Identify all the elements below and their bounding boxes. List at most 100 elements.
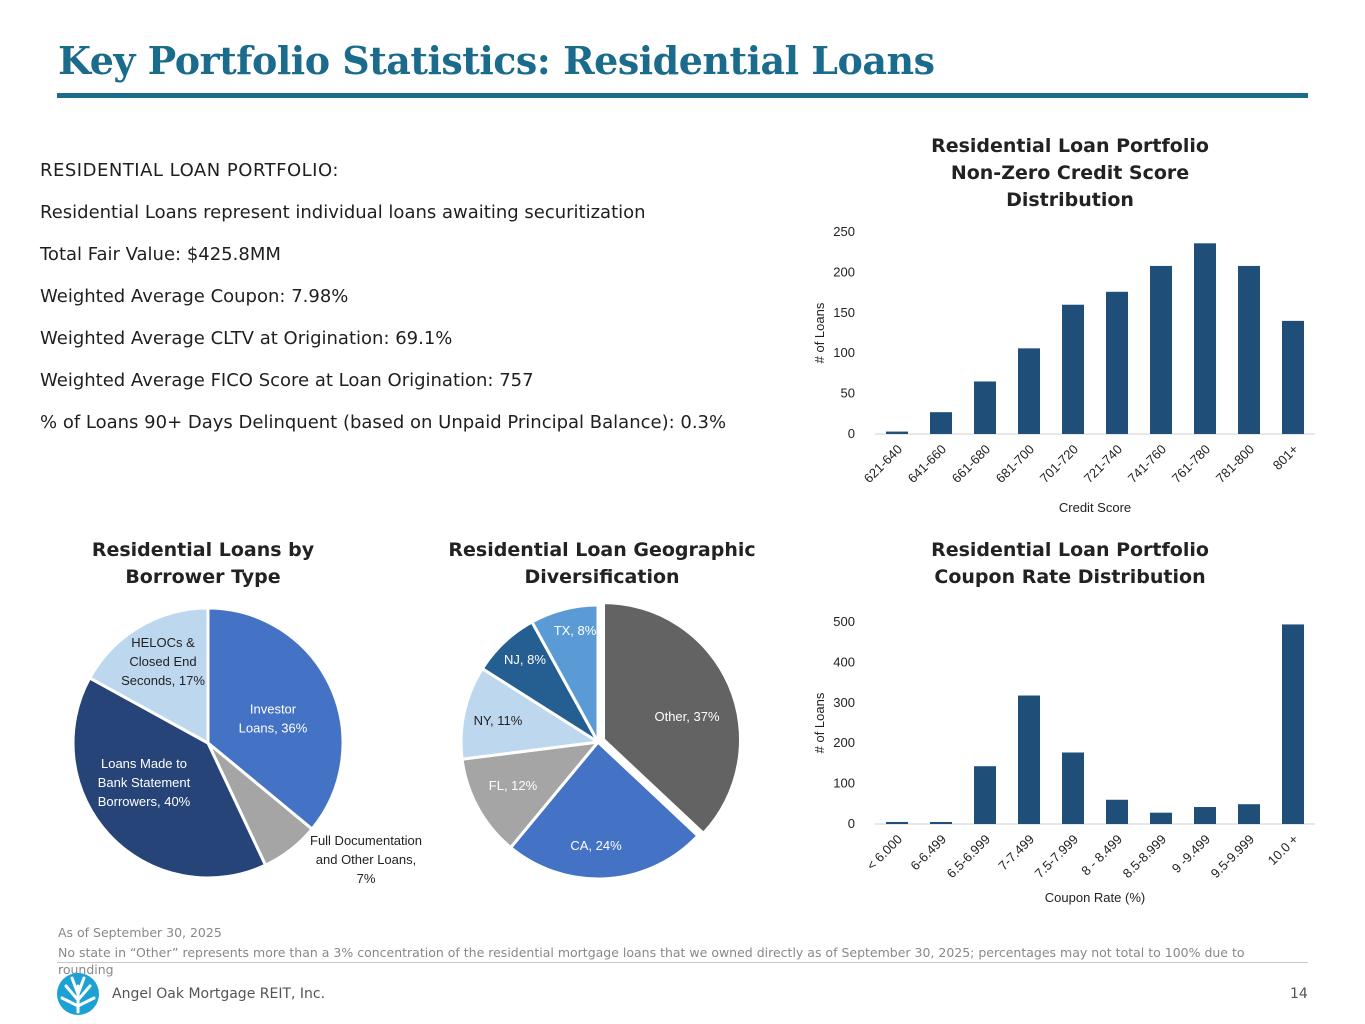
credit-x-tick-label: 641-660 — [905, 442, 949, 486]
credit-title-line: Residential Loan Portfolio — [931, 135, 1209, 157]
credit-x-tick-label: 741-760 — [1125, 442, 1169, 486]
angel-oak-logo-icon — [57, 973, 99, 1015]
geo-slice — [529, 603, 600, 743]
geo-slice-label: NJ, 8% — [504, 652, 546, 667]
coupon-bar — [930, 821, 952, 824]
coupon-x-tick-label: 9 -9.499 — [1169, 832, 1213, 876]
stat-line: Total Fair Value: $425.8MM — [40, 244, 281, 265]
geo-slice-label: FL, 12% — [489, 778, 538, 793]
coupon-bar — [1282, 624, 1304, 824]
coupon-y-tick-label: 500 — [833, 614, 855, 629]
borrower-slice-label: Bank Statement — [98, 775, 191, 790]
coupon-y-tick-label: 200 — [833, 735, 855, 750]
borrower-type-pie-chart: Investor Loans, 36% Full Documentation and … — [71, 606, 422, 886]
coupon-x-tick-label: 6.5-6.999 — [944, 832, 993, 881]
credit-x-tick-label: 681-700 — [993, 442, 1037, 486]
credit-y-tick-label: 200 — [833, 264, 855, 279]
geo-chart-title: Residential Loan Geographic Diversificat… — [432, 537, 772, 591]
credit-bar — [1282, 320, 1304, 434]
coupon-x-tick-label: 9.5-9.999 — [1208, 832, 1257, 881]
credit-x-tick-label: 621-640 — [861, 442, 905, 486]
coupon-bar — [1194, 807, 1216, 824]
page-number: 14 — [1290, 986, 1308, 1002]
coupon-y-tick-label: 300 — [833, 695, 855, 710]
stat-line: Weighted Average CLTV at Origination: 69… — [40, 328, 453, 349]
stats-heading: RESIDENTIAL LOAN PORTFOLIO: — [40, 160, 339, 181]
borrower-slice — [71, 675, 268, 880]
borrower-slice-label: Closed End — [129, 654, 196, 669]
credit-bar — [1062, 304, 1084, 434]
title-rule — [57, 93, 1308, 98]
geo-title-line: Diversification — [524, 566, 680, 588]
borrower-slice-label: 7% — [357, 871, 376, 886]
stat-line: Residential Loans represent individual l… — [40, 202, 646, 223]
geo-slice — [602, 601, 742, 836]
geo-title-line: Residential Loan Geographic — [448, 539, 756, 561]
stat-line: Weighted Average FICO Score at Loan Orig… — [40, 370, 534, 391]
coupon-bar — [1062, 752, 1084, 824]
borrower-chart-title: Residential Loans by Borrower Type — [43, 537, 363, 591]
coupon-x-axis-label: Coupon Rate (%) — [1045, 890, 1145, 905]
credit-x-axis-label: Credit Score — [1059, 500, 1131, 515]
coupon-chart-title: Residential Loan Portfolio Coupon Rate D… — [880, 537, 1260, 591]
coupon-bar — [1150, 812, 1172, 824]
credit-bar — [1150, 265, 1172, 434]
coupon-x-tick-label: 7.5-7.999 — [1032, 832, 1081, 881]
geo-slice-label: Other, 37% — [654, 709, 719, 724]
borrower-title-line: Borrower Type — [125, 566, 281, 588]
credit-bar — [1194, 243, 1216, 434]
credit-bar — [1238, 265, 1260, 434]
coupon-x-tick-label: 10.0 + — [1265, 832, 1301, 868]
geo-slice — [460, 740, 602, 850]
geo-slice — [508, 739, 700, 881]
geo-slice-label: CA, 24% — [570, 838, 622, 853]
credit-y-tick-label: 250 — [833, 224, 855, 239]
borrower-slice-label: Loans, 36% — [239, 721, 308, 736]
credit-title-line: Distribution — [1006, 189, 1134, 211]
credit-x-tick-label: 761-780 — [1169, 442, 1213, 486]
footer-note: No state in “Other” represents more than… — [58, 945, 1245, 977]
footer-rule — [57, 962, 1308, 963]
geo-slice-label: TX, 8% — [554, 623, 597, 638]
credit-x-tick-label: 721-740 — [1081, 442, 1125, 486]
coupon-bar — [974, 766, 996, 824]
portfolio-stats: RESIDENTIAL LOAN PORTFOLIO: Residential … — [40, 160, 726, 454]
coupon-title-line: Coupon Rate Distribution — [934, 566, 1206, 588]
coupon-x-tick-label: 6-6.499 — [907, 832, 949, 874]
credit-x-tick-label: 701-720 — [1037, 442, 1081, 486]
credit-x-tick-label: 801+ — [1270, 442, 1301, 473]
footer-as-of: As of September 30, 2025 — [58, 925, 222, 940]
page-title: Key Portfolio Statistics: Residential Lo… — [58, 38, 935, 83]
geo-slice-label: NY, 11% — [474, 713, 523, 728]
coupon-x-tick-label: 8.5-8.999 — [1120, 832, 1169, 881]
coupon-bar — [886, 821, 908, 824]
credit-x-tick-label: 781-800 — [1213, 442, 1257, 486]
borrower-title-line: Residential Loans by — [91, 539, 315, 561]
borrower-slice-label: Seconds, 17% — [121, 673, 205, 688]
coupon-x-tick-label: < 6.000 — [864, 832, 906, 874]
coupon-y-tick-label: 400 — [833, 654, 855, 669]
borrower-slice — [206, 606, 345, 832]
borrower-slice-label: Borrowers, 40% — [98, 794, 191, 809]
credit-bar — [1018, 348, 1040, 434]
coupon-y-tick-label: 100 — [833, 776, 855, 791]
borrower-slice-label: HELOCs & — [131, 635, 195, 650]
company-name: Angel Oak Mortgage REIT, Inc. — [112, 986, 326, 1002]
stat-line: % of Loans 90+ Days Delinquent (based on… — [40, 412, 727, 433]
geographic-pie-chart: Other, 37% CA, 24% FL, 12% NY, 11% NJ, 8% TX,… — [459, 601, 742, 881]
credit-bar — [886, 431, 908, 434]
borrower-slice-label: Full Documentation — [310, 833, 422, 848]
credit-x-tick-label: 661-680 — [949, 442, 993, 486]
coupon-bar — [1106, 799, 1128, 824]
borrower-slice-label: Investor — [250, 702, 297, 717]
coupon-rate-bar-chart: 0 100 200 300 400 500 # of Loans < 6.000 6-6.499… — [812, 614, 1315, 905]
coupon-bar — [1238, 804, 1260, 824]
coupon-bar — [1018, 695, 1040, 824]
coupon-title-line: Residential Loan Portfolio — [931, 539, 1209, 561]
credit-bar — [1106, 291, 1128, 434]
credit-y-tick-label: 100 — [833, 345, 855, 360]
coupon-x-tick-label: 7-7.499 — [995, 832, 1037, 874]
credit-y-axis-label: # of Loans — [812, 302, 827, 363]
credit-title-line: Non-Zero Credit Score — [950, 162, 1190, 184]
